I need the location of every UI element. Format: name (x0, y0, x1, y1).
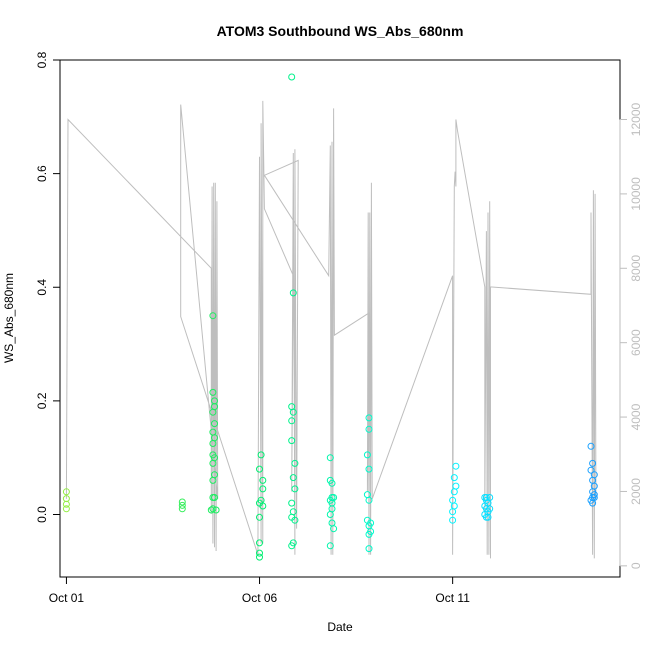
y2-tick-label: 10000 (629, 177, 643, 211)
y-axis: 0.0 0.2 0.4 0.6 0.8 (35, 51, 60, 523)
data-point (367, 528, 375, 535)
data-point (211, 494, 218, 501)
data-point (211, 471, 218, 479)
data-point (482, 494, 490, 501)
data-point (209, 312, 217, 320)
data-point (178, 501, 186, 509)
data-point (259, 485, 267, 493)
data-point (589, 459, 597, 467)
chart-title: ATOM3 Southbound WS_Abs_680nm (217, 23, 464, 39)
x-axis-label: Date (327, 620, 353, 634)
data-point (365, 425, 373, 433)
y2-tick-label: 4000 (629, 403, 643, 430)
data-point (328, 519, 336, 527)
data-point (256, 465, 263, 473)
data-point (365, 414, 373, 422)
data-point (450, 474, 458, 482)
data-point (589, 494, 597, 501)
data-point (365, 465, 373, 473)
data-point (330, 525, 338, 533)
right-axis-line-series (65, 100, 597, 559)
data-point (256, 539, 263, 547)
data-point (326, 454, 334, 462)
data-point (62, 488, 70, 496)
data-point (452, 462, 460, 470)
data-point (259, 476, 267, 484)
y2-tick-label: 8000 (629, 255, 643, 282)
y2-axis: 0 2000 4000 6000 8000 10000 12000 (619, 103, 643, 569)
data-point (365, 545, 373, 553)
data-point (291, 459, 299, 467)
y-axis-label: WS_Abs_680nm (2, 273, 16, 363)
y2-tick-label: 2000 (629, 478, 643, 505)
data-point (288, 542, 296, 550)
data-point (484, 513, 492, 521)
data-point (486, 494, 494, 501)
data-point (449, 508, 457, 516)
y2-tick-label: 6000 (629, 329, 643, 356)
data-point (289, 408, 297, 416)
data-point (209, 388, 217, 396)
y-tick-label: 0.0 (35, 506, 49, 523)
data-point (257, 496, 265, 504)
y2-tick-label: 0 (629, 562, 643, 569)
data-point (207, 506, 215, 514)
data-point (291, 516, 299, 524)
data-point (289, 289, 297, 297)
data-point (257, 451, 265, 459)
data-point (256, 553, 263, 561)
data-point (256, 549, 263, 557)
y-tick-label: 0.8 (35, 51, 49, 68)
plot-frame (59, 59, 621, 578)
data-point (211, 454, 218, 462)
x-tick-label: Oct 11 (435, 591, 470, 605)
data-point (62, 500, 70, 508)
y-tick-label: 0.4 (35, 279, 49, 296)
data-point (291, 485, 299, 493)
scatter-points (62, 73, 598, 561)
data-point (365, 496, 373, 504)
y-tick-label: 0.2 (35, 392, 49, 409)
data-point (288, 417, 296, 425)
data-point (178, 498, 186, 506)
data-point (62, 505, 70, 513)
data-point (212, 506, 220, 514)
data-point (326, 542, 334, 550)
x-tick-label: Oct 06 (242, 591, 278, 605)
data-point (450, 488, 458, 496)
data-point (211, 403, 218, 411)
x-tick-label: Oct 01 (49, 591, 85, 605)
data-point (209, 505, 217, 513)
right-axis-line (65, 100, 597, 559)
data-point (330, 494, 338, 501)
data-point (256, 513, 263, 521)
data-point (486, 505, 494, 513)
y2-tick-label: 12000 (629, 103, 643, 137)
y-tick-label: 0.6 (35, 165, 49, 182)
data-point (587, 466, 595, 474)
data-point (211, 420, 218, 428)
data-point (178, 505, 186, 513)
data-point (328, 479, 336, 487)
data-point (587, 442, 595, 450)
data-point (363, 451, 371, 459)
data-point (289, 474, 297, 482)
data-point (452, 482, 460, 490)
data-point (288, 437, 296, 445)
data-point (328, 505, 336, 513)
x-axis: Oct 01 Oct 06 Oct 11 (49, 577, 470, 605)
data-point (288, 73, 296, 81)
data-point (326, 511, 334, 518)
data-point (288, 499, 296, 507)
data-point (211, 434, 218, 442)
data-point (449, 516, 457, 524)
